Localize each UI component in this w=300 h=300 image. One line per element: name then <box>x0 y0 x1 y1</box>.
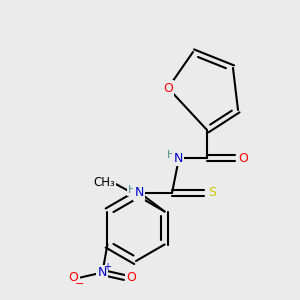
Text: O: O <box>68 271 78 284</box>
Text: O: O <box>127 271 136 284</box>
Text: H: H <box>167 150 175 160</box>
Text: H: H <box>128 185 136 195</box>
Text: N: N <box>173 152 183 164</box>
Text: CH₃: CH₃ <box>93 176 115 190</box>
Text: S: S <box>208 187 216 200</box>
Text: N: N <box>134 187 144 200</box>
Text: O: O <box>238 152 248 164</box>
Text: +: + <box>103 262 111 272</box>
Text: O: O <box>163 82 173 94</box>
Text: −: − <box>75 280 84 290</box>
Text: N: N <box>98 266 107 279</box>
